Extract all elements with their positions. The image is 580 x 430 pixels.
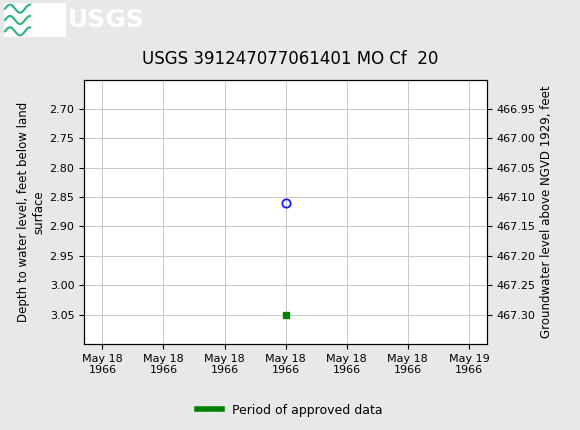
Text: USGS 391247077061401 MO Cf  20: USGS 391247077061401 MO Cf 20 xyxy=(142,50,438,68)
Legend: Period of approved data: Period of approved data xyxy=(192,399,388,421)
Text: USGS: USGS xyxy=(68,8,145,32)
Y-axis label: Depth to water level, feet below land
surface: Depth to water level, feet below land su… xyxy=(17,101,45,322)
Bar xyxy=(4,3,66,37)
Y-axis label: Groundwater level above NGVD 1929, feet: Groundwater level above NGVD 1929, feet xyxy=(540,86,553,338)
